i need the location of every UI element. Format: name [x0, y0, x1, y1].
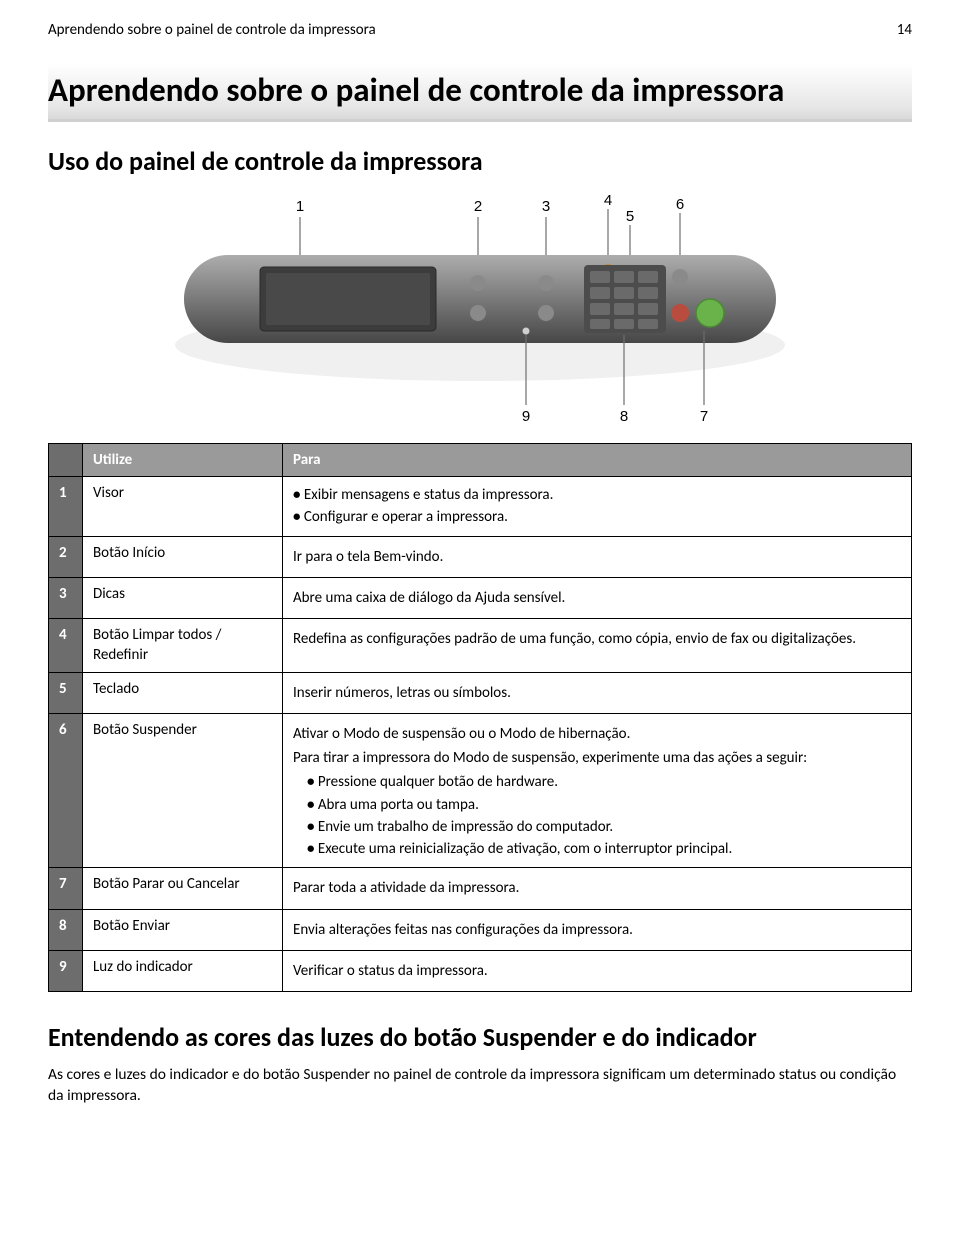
sub-bullet-item: Envie um trabalho de impressão do comput…	[307, 817, 901, 837]
para-text: Envia alterações feitas nas configuraçõe…	[293, 920, 901, 940]
row-para: Inserir números, letras ou símbolos.	[283, 672, 912, 713]
row-index: 2	[49, 536, 83, 577]
heading-2-uso: Uso do painel de controle da impressora	[48, 144, 912, 179]
callout-7: 7	[700, 408, 708, 425]
table-row: 3Dicas Abre uma caixa de diálogo da Ajuda…	[49, 577, 912, 618]
running-header: Aprendendo sobre o painel de controle da…	[48, 20, 912, 40]
table-header-row: Utilize Para	[49, 443, 912, 476]
header-utilize: Utilize	[83, 443, 283, 476]
row-index: 7	[49, 868, 83, 909]
para-text: Abre uma caixa de diálogo da Ajuda sensí…	[293, 588, 901, 608]
sub-bullet-item: Pressione qualquer botão de hardware.	[307, 772, 901, 792]
row-utilize: Luz do indicador	[83, 950, 283, 991]
table-row: 1VisorExibir mensagens e status da impre…	[49, 477, 912, 537]
para-text: Ir para o tela Bem-vindo.	[293, 547, 901, 567]
panel-body	[175, 255, 785, 381]
bullet-item: Configurar e operar a impressora.	[293, 507, 901, 527]
control-panel-diagram: 1 2 3 4 5 6	[170, 195, 790, 425]
table-row: 9Luz do indicador Verificar o status da i…	[49, 950, 912, 991]
reference-table: Utilize Para 1VisorExibir mensagens e st…	[48, 443, 912, 992]
para-text: Parar toda a atividade da impressora.	[293, 878, 901, 898]
para-text: Verificar o status da impressora.	[293, 961, 901, 981]
row-para: Verificar o status da impressora.	[283, 950, 912, 991]
running-header-page: 14	[897, 20, 912, 40]
callout-2: 2	[474, 198, 482, 215]
sub-bullet-item: Execute uma reinicialização de ativação,…	[307, 839, 901, 859]
row-index: 1	[49, 477, 83, 537]
para-text: Ativar o Modo de suspensão ou o Modo de …	[293, 724, 901, 744]
sub-bullet-list: Pressione qualquer botão de hardware. Abr…	[293, 772, 901, 859]
row-utilize: Botão Parar ou Cancelar	[83, 868, 283, 909]
header-para: Para	[283, 443, 912, 476]
row-para: Redefina as configurações padrão de uma …	[283, 619, 912, 673]
callout-3: 3	[542, 198, 550, 215]
callout-1: 1	[296, 198, 304, 215]
heading-2-cores: Entendendo as cores das luzes do botão S…	[48, 1020, 912, 1055]
table-row: 5Teclado Inserir números, letras ou símbo…	[49, 672, 912, 713]
row-utilize: Botão Início	[83, 536, 283, 577]
row-utilize: Dicas	[83, 577, 283, 618]
row-utilize: Botão Limpar todos / Redefinir	[83, 619, 283, 673]
heading-1-wrap: Aprendendo sobre o painel de controle da…	[48, 64, 912, 122]
para-text: Inserir números, letras ou símbolos.	[293, 683, 901, 703]
row-utilize: Botão Enviar	[83, 909, 283, 950]
callout-4: 4	[604, 195, 612, 209]
row-index: 6	[49, 713, 83, 868]
row-index: 9	[49, 950, 83, 991]
table-row: 6Botão Suspender Ativar o Modo de suspens…	[49, 713, 912, 868]
para-text: Redefina as configurações padrão de uma …	[293, 629, 901, 649]
callout-6: 6	[676, 196, 684, 213]
table-row: 8Botão Enviar Envia alterações feitas nas…	[49, 909, 912, 950]
bullet-list: Exibir mensagens e status da impressora.…	[293, 485, 901, 528]
table-row: 2Botão Início Ir para o tela Bem-vindo.	[49, 536, 912, 577]
row-para: Ativar o Modo de suspensão ou o Modo de …	[283, 713, 912, 868]
para-followup: Para tirar a impressora do Modo de suspe…	[293, 748, 901, 768]
row-para: Envia alterações feitas nas configuraçõe…	[283, 909, 912, 950]
row-index: 5	[49, 672, 83, 713]
heading-1: Aprendendo sobre o painel de controle da…	[48, 68, 912, 113]
row-index: 3	[49, 577, 83, 618]
row-index: 4	[49, 619, 83, 673]
table-row: 7Botão Parar ou Cancelar Parar toda a ati…	[49, 868, 912, 909]
header-index	[49, 443, 83, 476]
table-body: 1VisorExibir mensagens e status da impre…	[49, 477, 912, 992]
row-para: Exibir mensagens e status da impressora.…	[283, 477, 912, 537]
row-para: Parar toda a atividade da impressora.	[283, 868, 912, 909]
callout-5: 5	[626, 208, 634, 225]
bullet-item: Exibir mensagens e status da impressora.	[293, 485, 901, 505]
callout-9: 9	[522, 408, 530, 425]
sub-bullet-item: Abra uma porta ou tampa.	[307, 795, 901, 815]
running-header-title: Aprendendo sobre o painel de controle da…	[48, 20, 376, 40]
row-para: Ir para o tela Bem-vindo.	[283, 536, 912, 577]
table-row: 4Botão Limpar todos / Redefinir Redefina …	[49, 619, 912, 673]
row-para: Abre uma caixa de diálogo da Ajuda sensí…	[283, 577, 912, 618]
row-utilize: Visor	[83, 477, 283, 537]
row-index: 8	[49, 909, 83, 950]
row-utilize: Teclado	[83, 672, 283, 713]
row-utilize: Botão Suspender	[83, 713, 283, 868]
body-paragraph: As cores e luzes do indicador e do botão…	[48, 1065, 912, 1107]
callout-8: 8	[620, 408, 628, 425]
